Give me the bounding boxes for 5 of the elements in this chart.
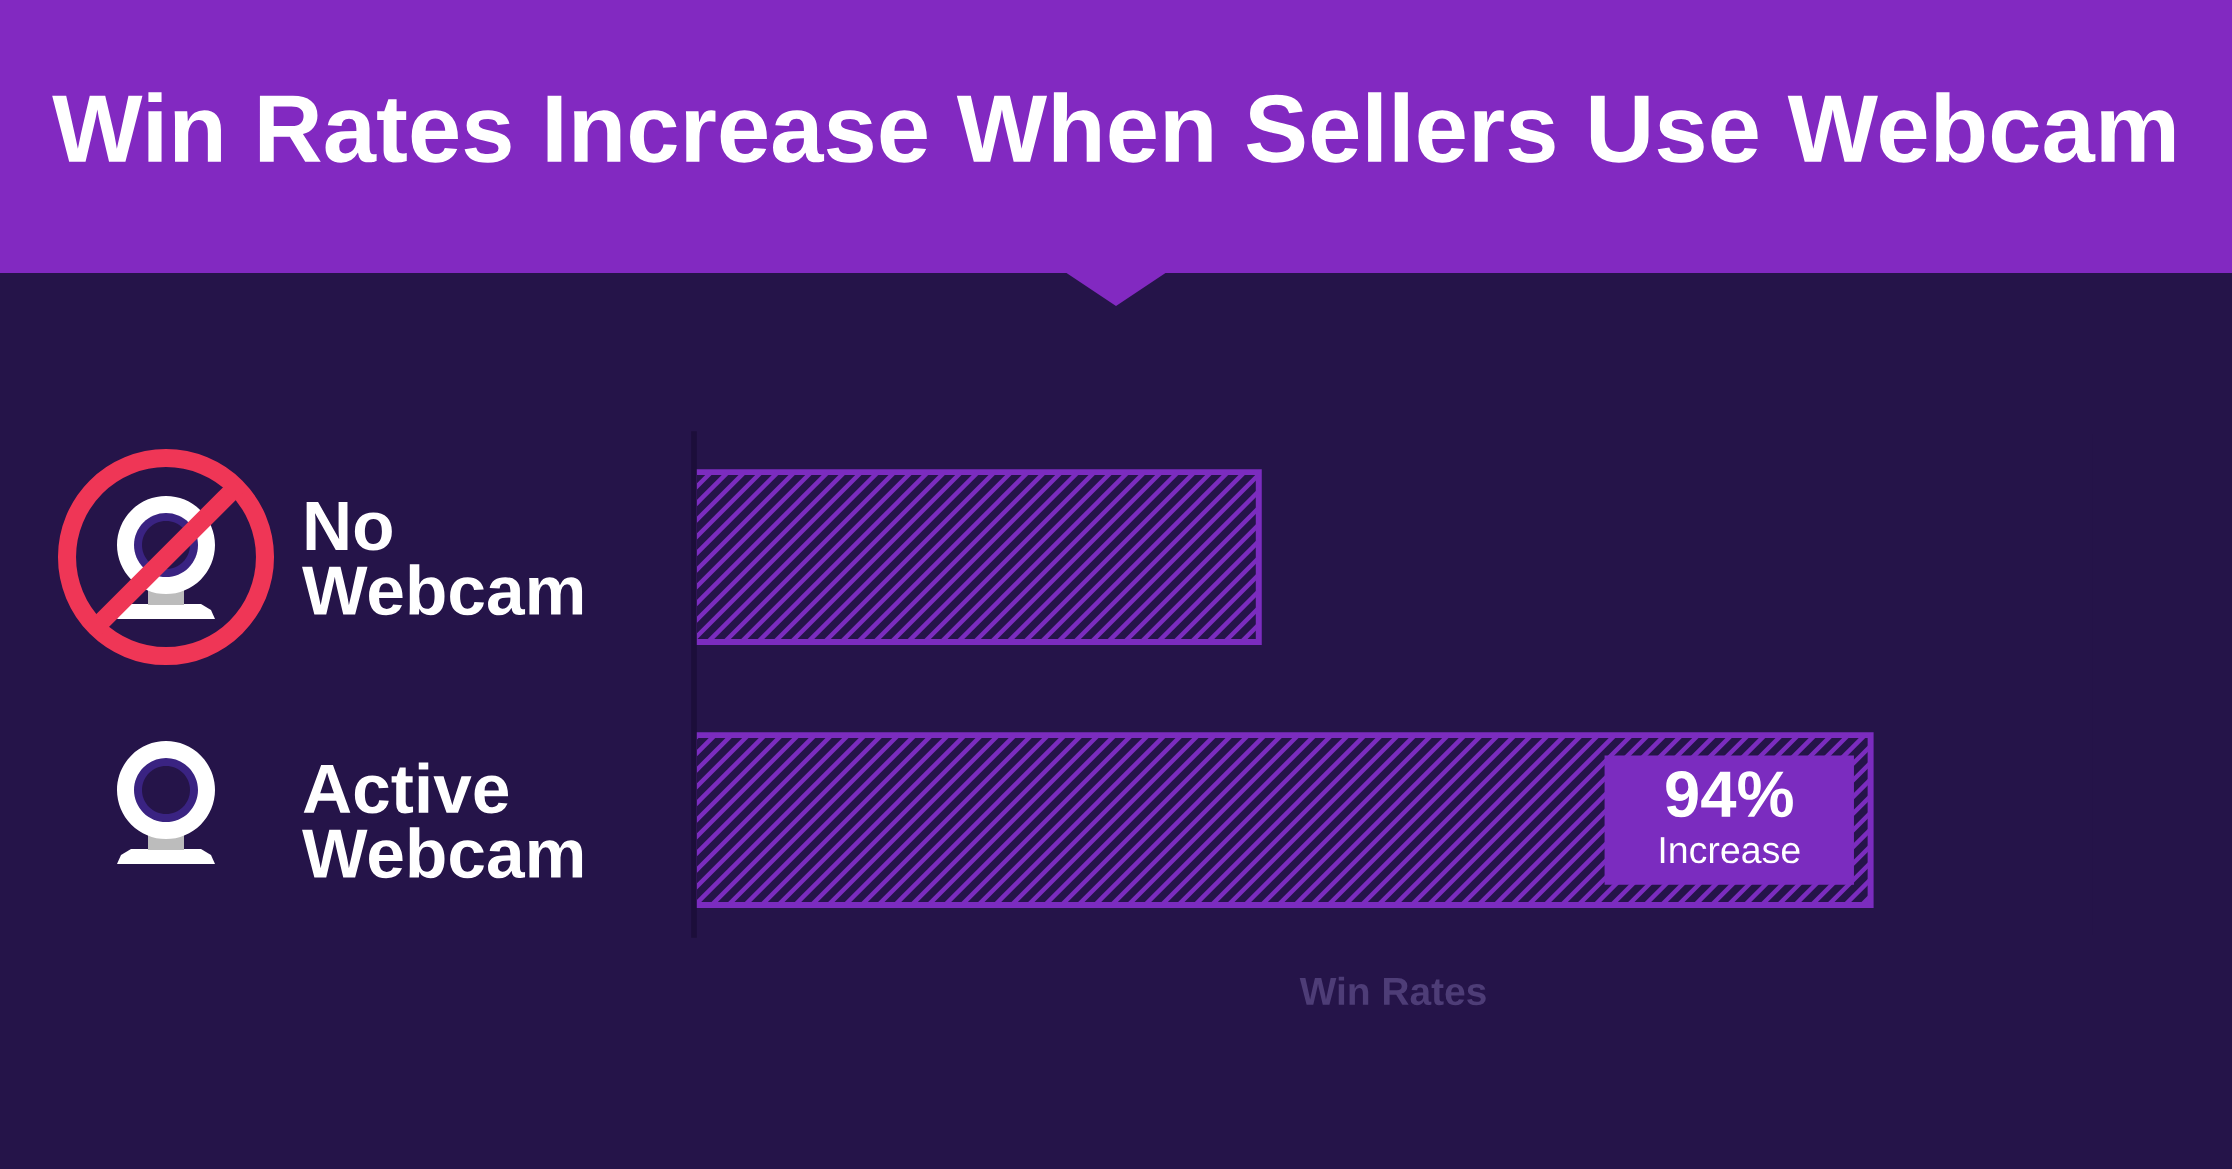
annotation: 94% <box>1666 771 1793 818</box>
y-tick-label: No Webcam <box>302 502 583 616</box>
chart-title: Win Rates Increase When Sellers Use Webcam <box>52 92 2175 163</box>
y-tick-label: Active Webcam <box>302 762 583 879</box>
annotation: Increase <box>1660 837 1800 864</box>
